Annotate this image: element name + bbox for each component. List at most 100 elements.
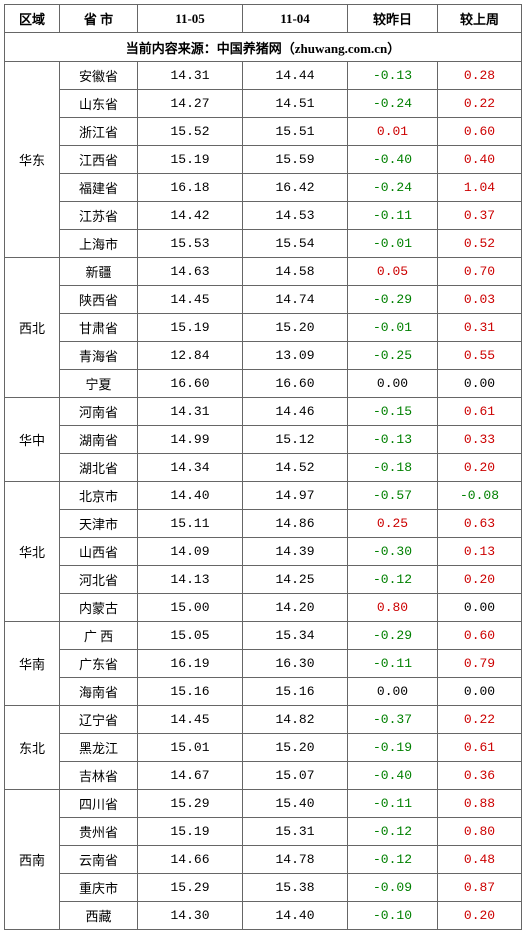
vs-yesterday-cell: -0.29	[348, 622, 438, 650]
province-cell: 山西省	[60, 538, 138, 566]
vs-lastweek-cell: 0.55	[438, 342, 522, 370]
date2-cell: 14.39	[243, 538, 348, 566]
table-row: 吉林省14.6715.07-0.400.36	[5, 762, 522, 790]
vs-yesterday-cell: -0.25	[348, 342, 438, 370]
table-row: 西南四川省15.2915.40-0.110.88	[5, 790, 522, 818]
date2-cell: 15.59	[243, 146, 348, 174]
province-cell: 青海省	[60, 342, 138, 370]
table-row: 福建省16.1816.42-0.241.04	[5, 174, 522, 202]
date2-cell: 14.25	[243, 566, 348, 594]
vs-yesterday-cell: 0.25	[348, 510, 438, 538]
date2-cell: 13.09	[243, 342, 348, 370]
province-cell: 内蒙古	[60, 594, 138, 622]
date1-cell: 15.00	[138, 594, 243, 622]
date1-cell: 15.29	[138, 790, 243, 818]
date1-cell: 14.27	[138, 90, 243, 118]
vs-yesterday-cell: -0.01	[348, 230, 438, 258]
region-cell: 华北	[5, 482, 60, 622]
date1-cell: 15.52	[138, 118, 243, 146]
date2-cell: 14.78	[243, 846, 348, 874]
table-row: 重庆市15.2915.38-0.090.87	[5, 874, 522, 902]
vs-yesterday-cell: -0.01	[348, 314, 438, 342]
province-cell: 新疆	[60, 258, 138, 286]
vs-yesterday-cell: 0.00	[348, 678, 438, 706]
date2-cell: 14.97	[243, 482, 348, 510]
vs-lastweek-cell: 0.22	[438, 706, 522, 734]
table-row: 湖南省14.9915.12-0.130.33	[5, 426, 522, 454]
date1-cell: 14.09	[138, 538, 243, 566]
table-row: 西藏14.3014.40-0.100.20	[5, 902, 522, 930]
vs-lastweek-cell: 0.13	[438, 538, 522, 566]
date2-cell: 15.34	[243, 622, 348, 650]
date1-cell: 14.31	[138, 398, 243, 426]
vs-yesterday-cell: -0.15	[348, 398, 438, 426]
province-cell: 江苏省	[60, 202, 138, 230]
date2-cell: 15.31	[243, 818, 348, 846]
table-row: 上海市15.5315.54-0.010.52	[5, 230, 522, 258]
vs-lastweek-cell: 0.20	[438, 454, 522, 482]
table-row: 江苏省14.4214.53-0.110.37	[5, 202, 522, 230]
date1-cell: 14.40	[138, 482, 243, 510]
vs-lastweek-cell: 0.87	[438, 874, 522, 902]
date1-cell: 16.18	[138, 174, 243, 202]
date2-cell: 15.16	[243, 678, 348, 706]
vs-lastweek-cell: 0.37	[438, 202, 522, 230]
date1-cell: 15.19	[138, 314, 243, 342]
date1-cell: 14.63	[138, 258, 243, 286]
vs-yesterday-cell: 0.01	[348, 118, 438, 146]
province-cell: 陕西省	[60, 286, 138, 314]
vs-yesterday-cell: -0.29	[348, 286, 438, 314]
vs-yesterday-cell: -0.12	[348, 846, 438, 874]
vs-lastweek-cell: 0.33	[438, 426, 522, 454]
date1-cell: 14.31	[138, 62, 243, 90]
date1-cell: 15.19	[138, 146, 243, 174]
vs-lastweek-cell: 0.52	[438, 230, 522, 258]
header-region: 区域	[5, 5, 60, 33]
vs-lastweek-cell: 0.03	[438, 286, 522, 314]
province-cell: 海南省	[60, 678, 138, 706]
date2-cell: 15.07	[243, 762, 348, 790]
source-row: 当前内容来源：中国养猪网（zhuwang.com.cn）	[5, 33, 522, 62]
table-row: 贵州省15.1915.31-0.120.80	[5, 818, 522, 846]
vs-lastweek-cell: 0.80	[438, 818, 522, 846]
vs-yesterday-cell: 0.05	[348, 258, 438, 286]
province-cell: 广东省	[60, 650, 138, 678]
vs-yesterday-cell: -0.13	[348, 62, 438, 90]
vs-yesterday-cell: -0.11	[348, 202, 438, 230]
province-cell: 福建省	[60, 174, 138, 202]
date2-cell: 14.82	[243, 706, 348, 734]
table-row: 广东省16.1916.30-0.110.79	[5, 650, 522, 678]
province-cell: 河北省	[60, 566, 138, 594]
vs-yesterday-cell: -0.11	[348, 650, 438, 678]
date2-cell: 15.51	[243, 118, 348, 146]
table-row: 天津市15.1114.860.250.63	[5, 510, 522, 538]
date2-cell: 14.58	[243, 258, 348, 286]
date1-cell: 14.30	[138, 902, 243, 930]
date1-cell: 14.99	[138, 426, 243, 454]
province-cell: 重庆市	[60, 874, 138, 902]
table-row: 海南省15.1615.160.000.00	[5, 678, 522, 706]
province-cell: 上海市	[60, 230, 138, 258]
date2-cell: 16.30	[243, 650, 348, 678]
date2-cell: 15.20	[243, 314, 348, 342]
header-date1: 11-05	[138, 5, 243, 33]
header-province: 省 市	[60, 5, 138, 33]
date2-cell: 14.53	[243, 202, 348, 230]
date1-cell: 14.42	[138, 202, 243, 230]
date2-cell: 14.44	[243, 62, 348, 90]
region-cell: 西北	[5, 258, 60, 398]
date1-cell: 14.45	[138, 286, 243, 314]
vs-lastweek-cell: 0.28	[438, 62, 522, 90]
date1-cell: 14.34	[138, 454, 243, 482]
vs-lastweek-cell: 0.79	[438, 650, 522, 678]
province-cell: 吉林省	[60, 762, 138, 790]
date1-cell: 14.13	[138, 566, 243, 594]
date2-cell: 15.38	[243, 874, 348, 902]
province-cell: 甘肃省	[60, 314, 138, 342]
region-cell: 西南	[5, 790, 60, 930]
date1-cell: 15.05	[138, 622, 243, 650]
province-cell: 江西省	[60, 146, 138, 174]
header-row: 区域 省 市 11-05 11-04 较昨日 较上周	[5, 5, 522, 33]
table-row: 华南广 西15.0515.34-0.290.60	[5, 622, 522, 650]
vs-lastweek-cell: 0.48	[438, 846, 522, 874]
